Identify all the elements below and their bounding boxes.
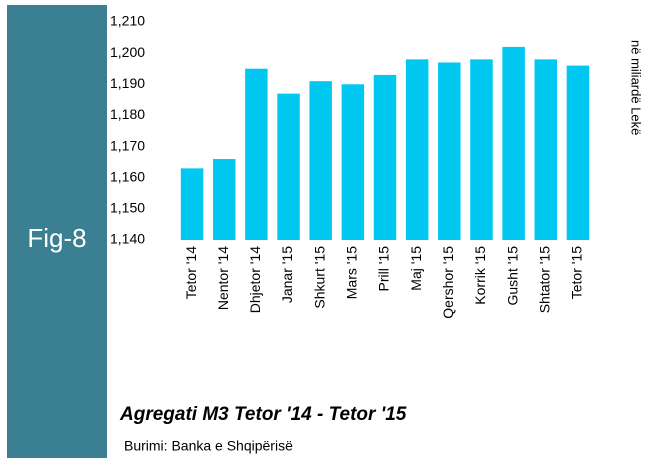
bar (180, 168, 204, 240)
bar (438, 62, 461, 240)
bar (470, 59, 493, 240)
bar (309, 81, 332, 241)
y-tick-label: 1,150 (110, 200, 145, 216)
chart-title: Agregati M3 Tetor '14 - Tetor '15 (119, 404, 407, 425)
x-tick-label: Qershor '15 (440, 246, 456, 319)
x-tick-label: Shtator '15 (536, 246, 552, 313)
x-tick-label: Shkurt '15 (311, 246, 327, 309)
bar (245, 68, 268, 240)
x-tick-label: Janar '15 (279, 246, 295, 303)
x-tick-label: Nentor '14 (215, 246, 231, 310)
bar (212, 159, 236, 240)
y-tick-label: 1,180 (110, 106, 145, 122)
x-tick-label: Mars '15 (344, 246, 360, 299)
y-tick-label: 1,170 (110, 137, 145, 153)
x-tick-label: Tetor '15 (569, 246, 585, 299)
y-tick-label: 1,200 (110, 44, 145, 60)
sidebar (7, 5, 107, 458)
bar (373, 74, 397, 240)
figure-label: Fig-8 (27, 223, 86, 253)
x-tick-label: Maj '15 (408, 246, 424, 291)
bar (566, 65, 590, 240)
x-tick-label: Gusht '15 (504, 246, 520, 306)
y-axis-label: në miliardë Lekë (629, 40, 644, 135)
x-tick-label: Korrik '15 (472, 246, 488, 305)
y-tick-label: 1,140 (110, 231, 145, 247)
bar (277, 93, 300, 240)
x-tick-label: Prill '15 (376, 246, 392, 292)
y-tick-label: 1,160 (110, 168, 145, 184)
bar (341, 84, 365, 241)
y-tick-label: 1,210 (110, 13, 145, 29)
x-tick-label: Dhjetor '14 (247, 246, 263, 313)
bar (534, 59, 558, 240)
x-tick-label: Tetor '14 (183, 246, 199, 299)
source: Burimi: Banka e Shqipërisë (124, 438, 293, 454)
y-tick-label: 1,190 (110, 75, 145, 91)
bar (502, 46, 525, 240)
bar (405, 59, 429, 240)
